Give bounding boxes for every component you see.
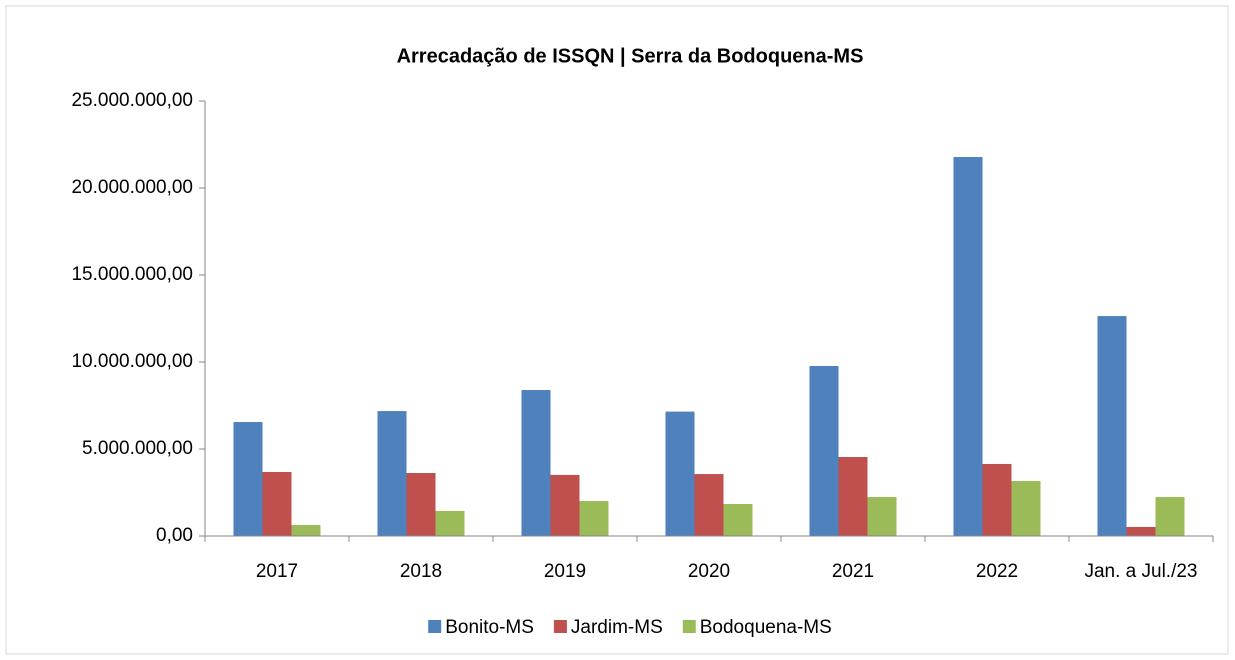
bar <box>233 422 263 536</box>
bar <box>1011 481 1041 536</box>
y-tick-label: 0,00 <box>156 525 193 546</box>
y-tick-label: 10.000.000,00 <box>71 351 193 372</box>
bar <box>521 390 551 536</box>
y-tick-label: 15.000.000,00 <box>71 264 193 285</box>
bar <box>579 501 609 536</box>
x-tick-label: 2017 <box>256 561 298 582</box>
legend-swatch <box>682 620 696 633</box>
legend-label: Bonito-MS <box>445 617 534 638</box>
bar <box>723 503 753 536</box>
legend-label: Bodoquena-MS <box>700 617 832 638</box>
bar <box>665 411 695 536</box>
x-tick-label: Jan. a Jul./23 <box>1084 561 1197 582</box>
chart-border <box>5 5 1229 655</box>
legend-label: Jardim-MS <box>571 617 663 638</box>
chart-title: Arrecadação de ISSQN | Serra da Bodoquen… <box>397 45 864 67</box>
bar <box>982 463 1012 536</box>
bar <box>838 457 868 536</box>
x-tick-label: 2020 <box>688 561 730 582</box>
bar <box>406 473 436 536</box>
bar <box>291 525 321 536</box>
x-tick-label: 2022 <box>976 561 1018 582</box>
bar <box>1126 526 1156 536</box>
y-tick-label: 25.000.000,00 <box>71 90 193 111</box>
bar <box>809 366 839 536</box>
y-tick-label: 5.000.000,00 <box>82 438 193 459</box>
bar <box>867 497 897 536</box>
bar <box>550 474 580 536</box>
bar <box>377 411 407 536</box>
bar <box>262 471 292 536</box>
x-tick-label: 2019 <box>544 561 586 582</box>
y-tick-label: 20.000.000,00 <box>71 177 193 198</box>
legend-swatch <box>428 620 442 633</box>
x-tick-label: 2018 <box>400 561 442 582</box>
bar <box>953 157 983 536</box>
x-tick-label: 2021 <box>832 561 874 582</box>
bar <box>435 510 465 536</box>
bar <box>1097 316 1127 536</box>
bar <box>694 474 724 536</box>
legend-swatch <box>553 620 567 633</box>
bar <box>1155 497 1185 536</box>
